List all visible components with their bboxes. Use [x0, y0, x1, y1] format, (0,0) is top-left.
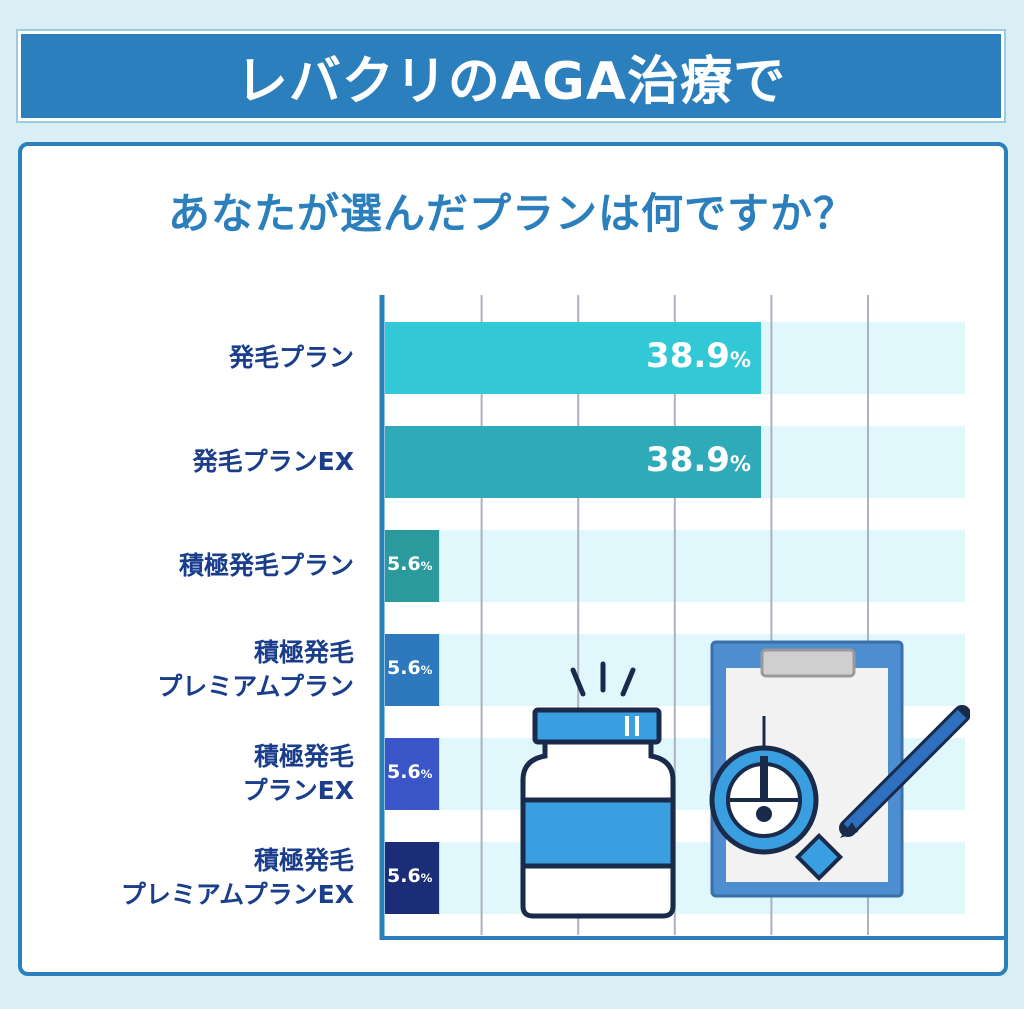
category-label-line: プレミアムプラン — [157, 672, 354, 701]
bar-value-unit: % — [420, 663, 433, 677]
bar-value-label: 5.6% — [387, 657, 432, 679]
bar-value-unit: % — [420, 767, 433, 781]
category-label-line: プランEX — [242, 776, 354, 805]
bar-value-unit: % — [420, 871, 433, 885]
bar-value-number: 5.6 — [387, 657, 421, 679]
bar — [385, 530, 440, 602]
header-title: レバクリのAGA治療で — [18, 31, 1004, 121]
category-label-line: 発毛プラン — [228, 343, 354, 372]
bar — [385, 426, 762, 498]
category-label-line: 積極発毛 — [253, 742, 354, 771]
category-label: 積極発毛プレミアムプラン — [14, 636, 354, 704]
medicine-bottle-icon — [520, 661, 676, 919]
bar-value-label: 38.9% — [646, 440, 751, 480]
bar-value-number: 5.6 — [387, 865, 421, 887]
bar-value-number: 38.9 — [646, 336, 730, 376]
category-label-line: 積極発毛プラン — [178, 551, 354, 580]
bar-value-unit: % — [420, 559, 433, 573]
question-title: あなたが選んだプランは何ですか？ — [167, 189, 856, 238]
category-label: 積極発毛プランEX — [14, 740, 354, 808]
clipboard-magnifier-icon — [709, 640, 970, 898]
bar-value-label: 5.6% — [387, 865, 432, 887]
bar — [385, 738, 440, 810]
category-label: 積極発毛プレミアムプランEX — [14, 844, 354, 912]
bar-value-number: 38.9 — [646, 440, 730, 480]
bar — [385, 842, 440, 914]
bar — [385, 634, 440, 706]
category-label: 発毛プランEX — [14, 445, 354, 479]
bar-value-unit: % — [729, 451, 752, 476]
bar-value-number: 5.6 — [387, 553, 421, 575]
category-label-line: プレミアムプランEX — [120, 880, 354, 909]
category-label-line: 積極発毛 — [253, 846, 354, 875]
category-label-line: 積極発毛 — [253, 638, 354, 667]
bar — [385, 322, 762, 394]
category-label: 積極発毛プラン — [14, 549, 354, 583]
bar-value-label: 5.6% — [387, 761, 432, 783]
bar-value-number: 5.6 — [387, 761, 421, 783]
bar-value-label: 5.6% — [387, 553, 432, 575]
category-label-line: 発毛プランEX — [192, 447, 354, 476]
bar-value-label: 38.9% — [646, 336, 751, 376]
category-label: 発毛プラン — [14, 341, 354, 375]
bar-value-unit: % — [729, 347, 752, 372]
